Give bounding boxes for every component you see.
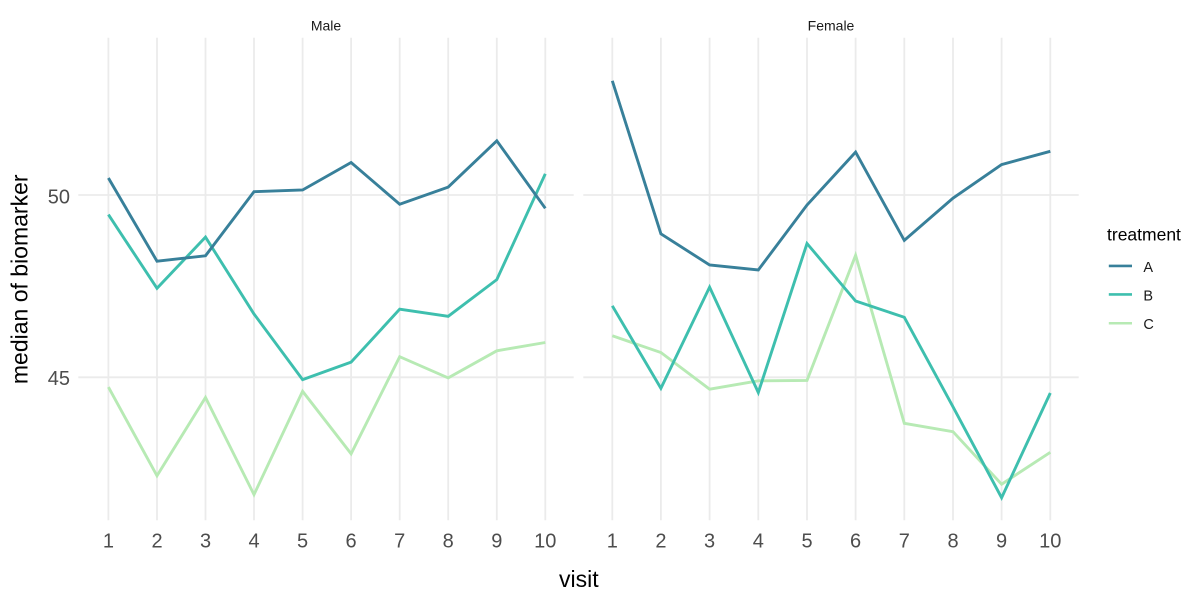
svg-text:1: 1 [607, 531, 618, 553]
svg-text:3: 3 [200, 531, 211, 553]
svg-text:10: 10 [534, 531, 556, 553]
svg-text:4: 4 [248, 531, 259, 553]
svg-text:5: 5 [801, 531, 812, 553]
svg-text:6: 6 [850, 531, 861, 553]
svg-text:45: 45 [48, 368, 70, 390]
svg-text:7: 7 [394, 531, 405, 553]
svg-text:9: 9 [996, 531, 1007, 553]
svg-text:8: 8 [947, 531, 958, 553]
svg-text:2: 2 [655, 531, 666, 553]
svg-text:3: 3 [704, 531, 715, 553]
svg-text:treatment: treatment [1107, 224, 1181, 244]
svg-text:median of biomarker: median of biomarker [7, 174, 33, 384]
svg-text:1: 1 [103, 531, 114, 553]
svg-text:7: 7 [899, 531, 910, 553]
svg-text:8: 8 [443, 531, 454, 553]
svg-text:visit: visit [559, 566, 599, 592]
svg-text:6: 6 [346, 531, 357, 553]
svg-text:2: 2 [151, 531, 162, 553]
svg-text:Male: Male [311, 17, 342, 33]
svg-text:C: C [1143, 317, 1153, 333]
svg-text:5: 5 [297, 531, 308, 553]
svg-text:Female: Female [808, 17, 855, 33]
svg-text:9: 9 [491, 531, 502, 553]
svg-text:B: B [1143, 289, 1153, 305]
svg-text:4: 4 [753, 531, 764, 553]
svg-text:50: 50 [48, 187, 70, 209]
svg-text:10: 10 [1039, 531, 1061, 553]
svg-text:A: A [1143, 260, 1153, 276]
